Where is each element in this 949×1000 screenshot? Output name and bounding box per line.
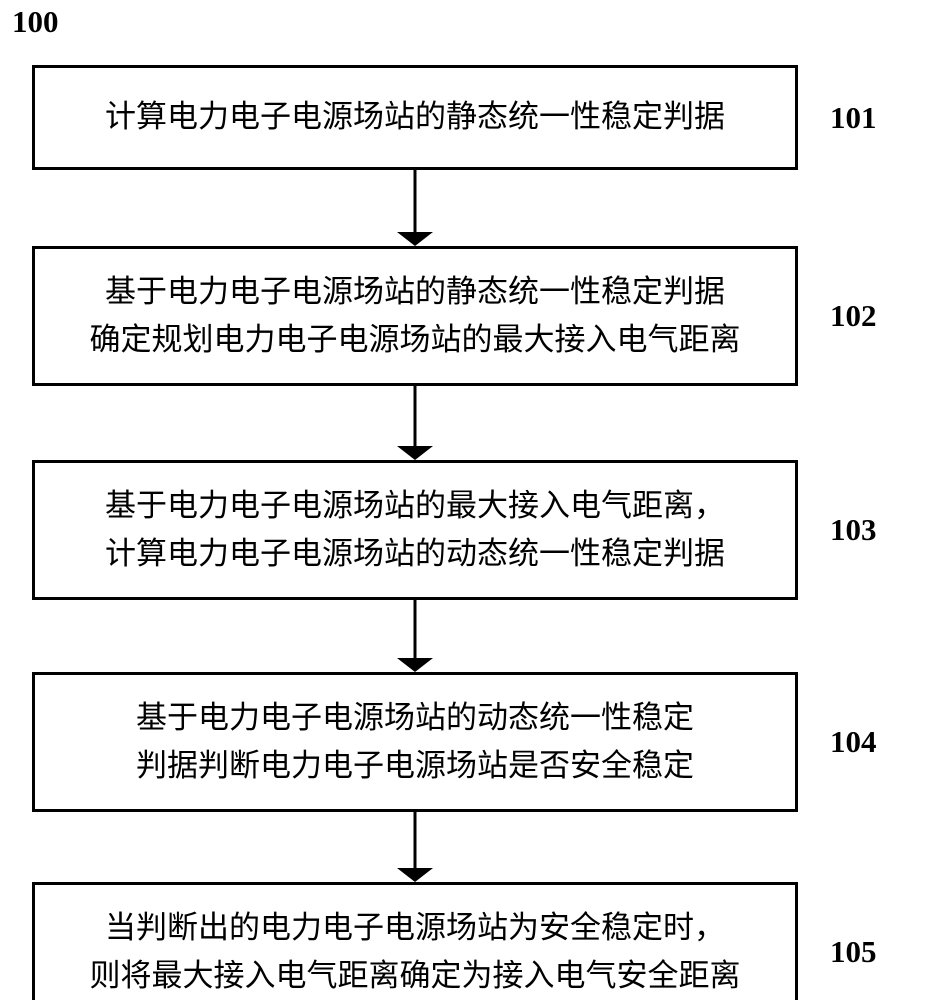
step-number-101: 101 xyxy=(830,100,877,136)
step-text-line2: 则将最大接入电气距离确定为接入电气安全距离 xyxy=(90,952,741,1000)
step-box-101: 计算电力电子电源场站的静态统一性稳定判据 xyxy=(32,65,798,170)
step-box-104: 基于电力电子电源场站的动态统一性稳定 判据判断电力电子电源场站是否安全稳定 xyxy=(32,672,798,812)
step-text-line2: 确定规划电力电子电源场站的最大接入电气距离 xyxy=(90,316,741,364)
figure-number: 100 xyxy=(12,4,59,40)
flowchart-canvas: 100 计算电力电子电源场站的静态统一性稳定判据 101 基于电力电子电源场站的… xyxy=(0,0,949,1000)
step-box-103: 基于电力电子电源场站的最大接入电气距离， 计算电力电子电源场站的动态统一性稳定判… xyxy=(32,460,798,600)
step-number-105: 105 xyxy=(830,934,877,970)
step-text-line2: 判据判断电力电子电源场站是否安全稳定 xyxy=(136,742,694,790)
step-text: 计算电力电子电源场站的静态统一性稳定判据 xyxy=(105,93,725,141)
step-box-102: 基于电力电子电源场站的静态统一性稳定判据 确定规划电力电子电源场站的最大接入电气… xyxy=(32,246,798,386)
step-number-104: 104 xyxy=(830,724,877,760)
step-text-line1: 基于电力电子电源场站的最大接入电气距离， xyxy=(105,482,725,530)
step-box-105: 当判断出的电力电子电源场站为安全稳定时， 则将最大接入电气距离确定为接入电气安全… xyxy=(32,882,798,1000)
step-number-103: 103 xyxy=(830,512,877,548)
step-text-line2: 计算电力电子电源场站的动态统一性稳定判据 xyxy=(105,530,725,578)
step-text-line1: 当判断出的电力电子电源场站为安全稳定时， xyxy=(105,904,725,952)
step-number-102: 102 xyxy=(830,298,877,334)
step-text-line1: 基于电力电子电源场站的动态统一性稳定 xyxy=(136,694,694,742)
step-text-line1: 基于电力电子电源场站的静态统一性稳定判据 xyxy=(105,268,725,316)
